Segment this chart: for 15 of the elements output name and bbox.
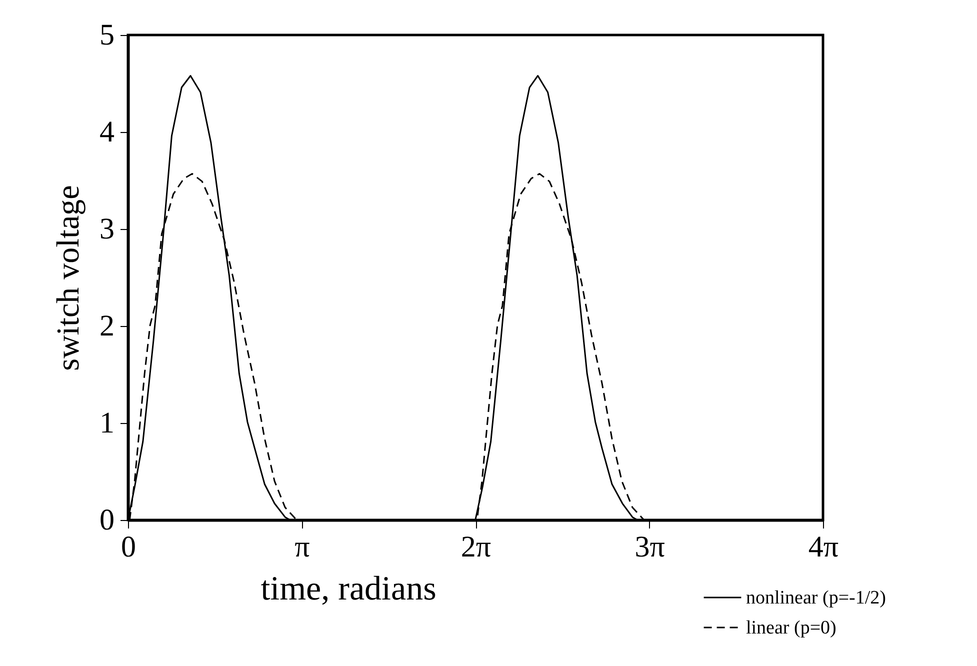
legend-label: linear (p=0) [746, 618, 836, 638]
y-tick-label: 0 [100, 504, 114, 536]
legend-label: nonlinear (p=-1/2) [746, 588, 886, 608]
y-tick-label: 2 [100, 310, 114, 342]
x-tick-label: 0 [121, 530, 136, 564]
x-axis-title: time, radians [260, 570, 436, 608]
x-tick-label: 3π [634, 530, 665, 564]
y-tick-label: 4 [100, 116, 114, 148]
y-tick-label: 5 [100, 18, 114, 52]
y-tick-label: 1 [100, 406, 114, 440]
x-tick-label: π [294, 530, 310, 564]
x-tick-label: 2π [460, 530, 492, 564]
y-axis-title: switch voltage [50, 185, 86, 371]
x-tick-label: 4π [808, 530, 839, 564]
y-tick-label: 3 [100, 212, 114, 246]
